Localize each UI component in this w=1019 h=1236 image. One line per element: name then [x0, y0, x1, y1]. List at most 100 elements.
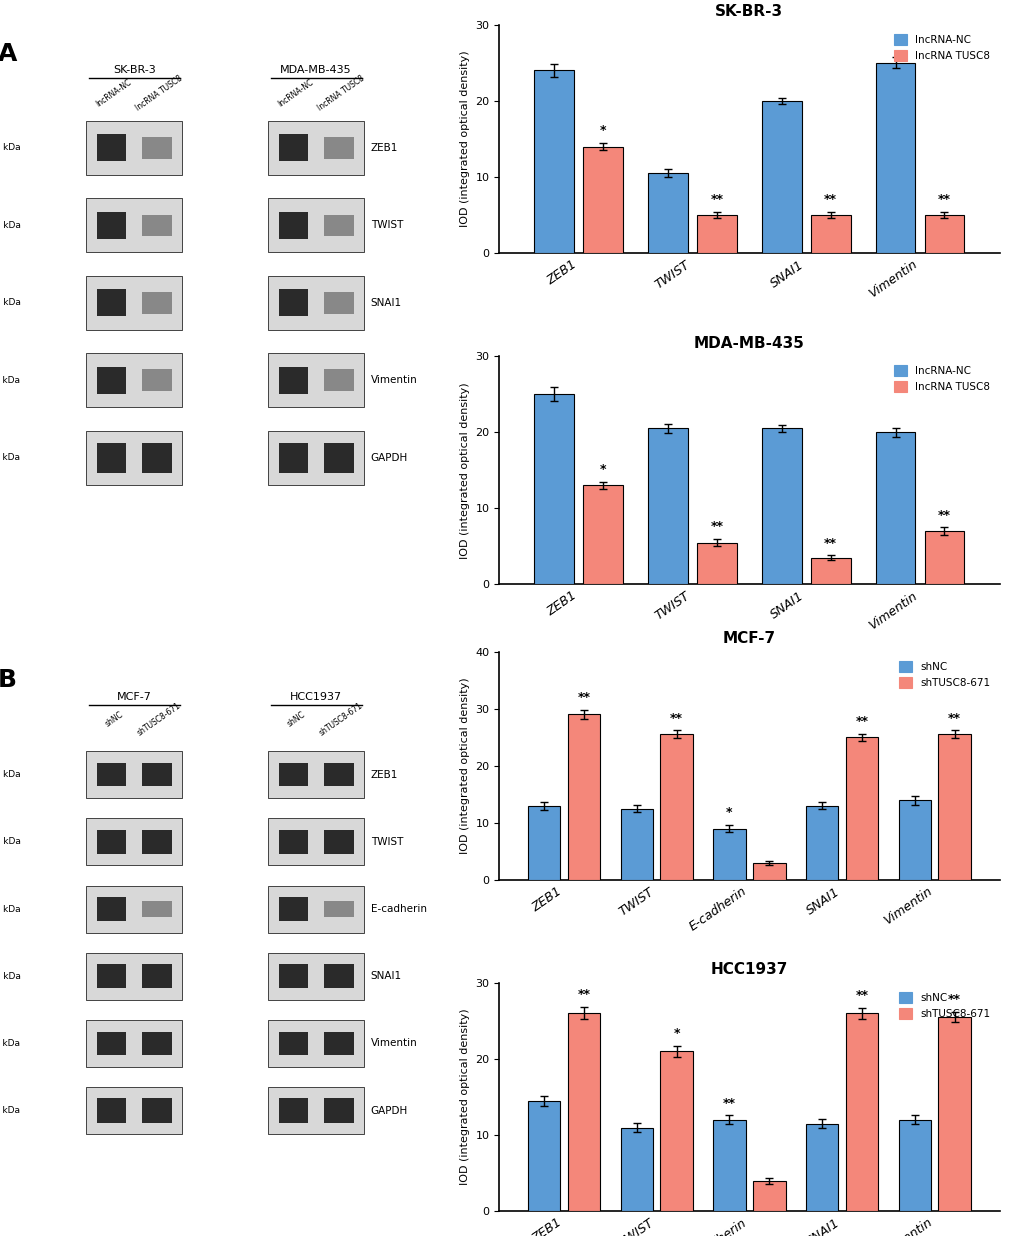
Text: **: ** [823, 536, 837, 550]
Text: lncRNA TUSC8: lncRNA TUSC8 [135, 73, 184, 112]
Bar [97, 289, 126, 316]
Legend: lncRNA-NC, lncRNA TUSC8: lncRNA-NC, lncRNA TUSC8 [890, 361, 994, 397]
Bar [87, 818, 181, 865]
Title: SK-BR-3: SK-BR-3 [714, 5, 783, 20]
Bar [278, 211, 308, 239]
Bar [874, 63, 914, 253]
Bar [712, 828, 745, 880]
Bar [97, 135, 126, 162]
Bar [97, 1098, 126, 1124]
Text: TWIST: TWIST [370, 220, 403, 230]
Bar [278, 763, 308, 786]
Bar [583, 147, 623, 253]
Text: SNAI1: SNAI1 [370, 298, 401, 308]
Text: 46 kDa: 46 kDa [0, 221, 20, 230]
Text: *: * [599, 124, 606, 137]
Bar [87, 1020, 181, 1067]
Bar [659, 1052, 692, 1211]
Text: ZEB1: ZEB1 [370, 143, 397, 153]
Y-axis label: IOD (integrated optical density): IOD (integrated optical density) [460, 382, 470, 559]
Bar [142, 1032, 171, 1056]
Bar [97, 831, 126, 854]
Bar [923, 215, 963, 253]
Title: MCF-7: MCF-7 [722, 632, 775, 646]
Bar [898, 1120, 930, 1211]
Bar [87, 1086, 181, 1135]
Bar [87, 885, 181, 932]
Bar [142, 215, 171, 236]
Bar [528, 1101, 559, 1211]
Text: MDA-MB-435: MDA-MB-435 [280, 66, 352, 75]
Bar [268, 430, 364, 485]
Bar [324, 1098, 354, 1124]
Bar [97, 1032, 126, 1056]
Bar [142, 370, 171, 391]
Text: 210 kDa: 210 kDa [0, 770, 20, 779]
Text: **: ** [855, 716, 867, 728]
Text: Vimentin: Vimentin [370, 376, 417, 386]
Bar [268, 121, 364, 176]
Bar [268, 1086, 364, 1135]
Bar [805, 806, 838, 880]
Bar [142, 831, 171, 854]
Bar [898, 800, 930, 880]
Bar [87, 121, 181, 176]
Bar [268, 953, 364, 1000]
Bar [528, 806, 559, 880]
Bar [583, 486, 623, 585]
Bar [97, 367, 126, 394]
Bar [268, 1020, 364, 1067]
Bar [874, 433, 914, 585]
Bar [752, 863, 785, 880]
Text: SNAI1: SNAI1 [370, 971, 401, 981]
Bar [761, 429, 801, 585]
Bar [87, 751, 181, 798]
Bar [97, 442, 126, 472]
Text: **: ** [855, 989, 867, 1002]
Text: *: * [599, 464, 606, 476]
Bar [278, 442, 308, 472]
Text: GAPDH: GAPDH [370, 452, 408, 462]
Bar [534, 394, 574, 585]
Text: **: ** [669, 712, 683, 724]
Text: *: * [673, 1027, 680, 1041]
Text: 36 kDa: 36 kDa [0, 454, 20, 462]
Bar [278, 367, 308, 394]
Bar [845, 737, 877, 880]
Bar [568, 714, 599, 880]
Bar [696, 215, 736, 253]
Bar [87, 430, 181, 485]
Text: 36 kDa: 36 kDa [0, 1106, 20, 1115]
Text: **: ** [823, 193, 837, 206]
Text: lncRNA-NC: lncRNA-NC [276, 78, 315, 109]
Bar [142, 901, 171, 917]
Text: 57 kDa: 57 kDa [0, 376, 20, 384]
Bar [810, 557, 850, 585]
Bar [87, 953, 181, 1000]
Text: 210 kDa: 210 kDa [0, 143, 20, 152]
Bar [647, 173, 687, 253]
Title: MDA-MB-435: MDA-MB-435 [693, 336, 804, 351]
Bar [268, 818, 364, 865]
Bar [97, 763, 126, 786]
Bar [568, 1014, 599, 1211]
Text: **: ** [710, 520, 722, 533]
Bar [324, 763, 354, 786]
Bar [278, 135, 308, 162]
Bar [97, 211, 126, 239]
Bar [620, 1127, 652, 1211]
Bar [97, 897, 126, 921]
Bar [324, 442, 354, 472]
Text: 57 kDa: 57 kDa [0, 1039, 20, 1048]
Bar [752, 1180, 785, 1211]
Bar [268, 353, 364, 408]
Y-axis label: IOD (integrated optical density): IOD (integrated optical density) [460, 51, 470, 227]
Bar [278, 1032, 308, 1056]
Bar [278, 289, 308, 316]
Text: *: * [726, 807, 732, 819]
Text: 125 kDa: 125 kDa [0, 905, 20, 913]
Bar [278, 964, 308, 988]
Bar [324, 370, 354, 391]
Bar [324, 137, 354, 158]
Bar [647, 429, 687, 585]
